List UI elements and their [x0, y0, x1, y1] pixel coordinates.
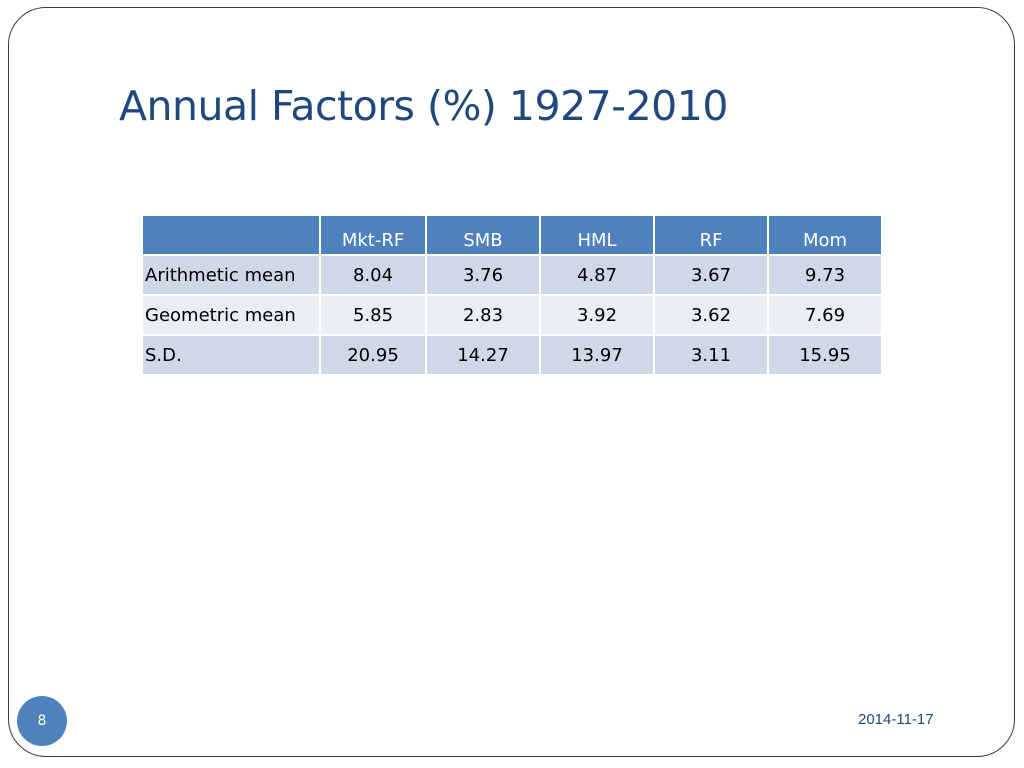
table-row-sd: S.D. 20.95 14.27 13.97 3.11 15.95 [141, 334, 883, 376]
table-row-arithmetic-mean: Arithmetic mean 8.04 3.76 4.87 3.67 9.73 [141, 254, 883, 296]
slide-title: Annual Factors (%) 1927-2010 [119, 82, 728, 130]
table-cell: 3.11 [653, 334, 769, 376]
table-cell: 13.97 [539, 334, 655, 376]
table-cell: 2.83 [425, 294, 541, 336]
table-cell: 3.67 [653, 254, 769, 296]
table-corner-cell [141, 214, 321, 256]
annual-factors-table: Mkt-RF SMB HML RF Mom Arithmetic mean 8.… [141, 214, 883, 376]
table-cell: 5.85 [319, 294, 427, 336]
table-cell: 3.76 [425, 254, 541, 296]
table-header-row: Mkt-RF SMB HML RF Mom [141, 214, 883, 256]
column-header-hml: HML [539, 214, 655, 256]
table-cell: 15.95 [767, 334, 883, 376]
slide-date: 2014-11-17 [858, 711, 934, 728]
table-cell: 9.73 [767, 254, 883, 296]
table-cell: 3.62 [653, 294, 769, 336]
table-cell: 7.69 [767, 294, 883, 336]
slide-frame [8, 7, 1015, 757]
row-label: Arithmetic mean [141, 254, 321, 296]
row-label: Geometric mean [141, 294, 321, 336]
page-number-badge: 8 [17, 696, 67, 746]
table-cell: 20.95 [319, 334, 427, 376]
table-cell: 8.04 [319, 254, 427, 296]
column-header-smb: SMB [425, 214, 541, 256]
table-cell: 3.92 [539, 294, 655, 336]
table-cell: 14.27 [425, 334, 541, 376]
column-header-rf: RF [653, 214, 769, 256]
column-header-mom: Mom [767, 214, 883, 256]
table-row-geometric-mean: Geometric mean 5.85 2.83 3.92 3.62 7.69 [141, 294, 883, 336]
row-label: S.D. [141, 334, 321, 376]
column-header-mkt-rf: Mkt-RF [319, 214, 427, 256]
table-cell: 4.87 [539, 254, 655, 296]
